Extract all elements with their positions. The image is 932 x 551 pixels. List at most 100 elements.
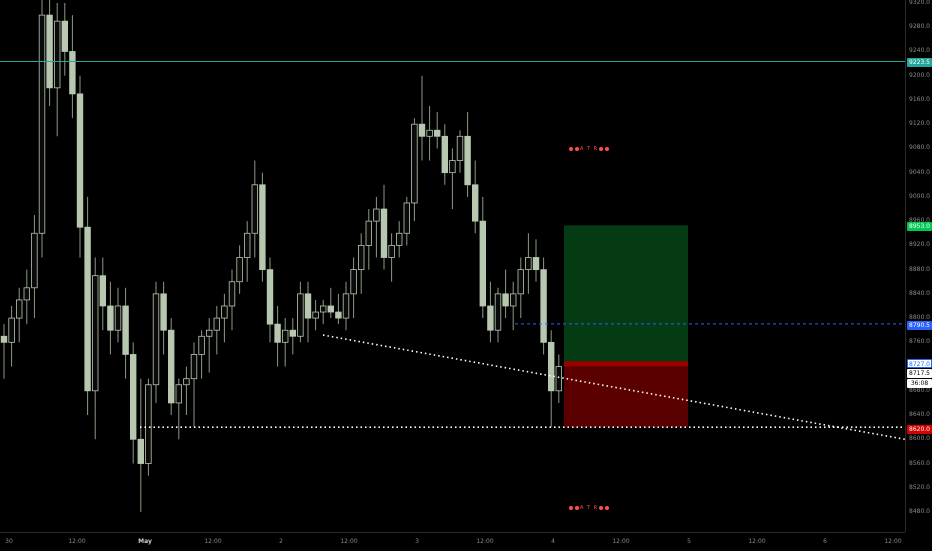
- candle-body-up: [509, 293, 517, 307]
- price-tick-label: 8760.0: [909, 338, 930, 346]
- candle-body-down: [327, 305, 334, 313]
- candle: [175, 378, 182, 440]
- time-axis[interactable]: 30 12:00 May 12:00 2 12:00 3 12:00 4 12:00 5 12:00 6…: [0, 532, 905, 551]
- candle-body-down: [84, 226, 91, 392]
- atr-indicator-bottom[interactable]: A T R: [568, 504, 610, 512]
- candle-body-up: [251, 184, 258, 234]
- entry-line[interactable]: [564, 361, 688, 367]
- target-price-badge: 8953.0: [907, 222, 932, 231]
- atr-dot-icon: [569, 505, 573, 510]
- axis-corner: [905, 532, 932, 550]
- candle: [76, 75, 84, 258]
- candlestick-chart[interactable]: [0, 0, 905, 532]
- price-tick-label: 8480.0: [909, 508, 930, 515]
- candle-body-down: [380, 208, 388, 258]
- candle: [122, 287, 129, 379]
- candle: [319, 299, 327, 325]
- atr-label: A T R: [580, 146, 599, 152]
- candle-body-up: [297, 293, 304, 337]
- candle: [54, 3, 61, 137]
- candle: [145, 378, 152, 476]
- time-tick-label: 12:00: [612, 538, 630, 545]
- candle: [449, 148, 456, 210]
- candle: [107, 281, 114, 355]
- profit-zone[interactable]: [564, 225, 688, 363]
- candle-body-up: [38, 14, 46, 234]
- price-axis[interactable]: 9320.0 9280.0 9240.0 9200.0 9160.0 9120.0 9080…: [905, 0, 932, 532]
- candle-body-up: [426, 129, 433, 137]
- time-tick-label: May: [138, 538, 152, 545]
- atr-dot-icon: [605, 146, 610, 151]
- candle: [8, 305, 15, 367]
- candle: [152, 281, 160, 403]
- candle-body-down: [259, 184, 266, 271]
- price-tick-label: 8640.0: [909, 411, 930, 419]
- candle: [479, 196, 486, 319]
- candle: [380, 184, 388, 270]
- time-tick-label: 12:00: [340, 538, 358, 545]
- atr-dot-icon: [575, 505, 579, 510]
- candle: [137, 378, 144, 512]
- candle: [395, 221, 403, 258]
- loss-zone[interactable]: [564, 362, 688, 428]
- candle: [243, 221, 251, 282]
- price-tick-label: 9040.0: [909, 168, 930, 176]
- bar-countdown-badge: 36:08: [907, 379, 932, 388]
- candle-body-up: [23, 287, 30, 301]
- candle: [15, 287, 23, 343]
- candle: [23, 269, 30, 325]
- candle-body-down: [61, 20, 68, 52]
- candle-body-up: [198, 335, 205, 355]
- candle-body-up: [494, 293, 502, 331]
- candle: [548, 330, 555, 428]
- atr-dot-icon: [605, 505, 610, 510]
- candle: [365, 209, 372, 270]
- drawing-overlays[interactable]: [0, 60, 905, 441]
- candle-body-down: [418, 123, 426, 137]
- candle-body-down: [471, 184, 479, 222]
- candle: [99, 257, 106, 331]
- candle: [456, 130, 464, 173]
- candle-body-down: [441, 135, 448, 174]
- candle: [213, 305, 220, 355]
- time-tick-label: 12:00: [884, 538, 902, 545]
- price-tick-label: 9240.0: [909, 47, 930, 55]
- price-tick-label: 9080.0: [909, 144, 930, 152]
- candle: [266, 257, 274, 343]
- candle: [69, 15, 76, 119]
- price-tick-label: 8960.0: [909, 217, 930, 225]
- candle: [327, 287, 334, 319]
- candle-body-up: [373, 208, 380, 222]
- candle: [183, 366, 190, 416]
- candle-body-down: [479, 220, 486, 307]
- candle-body-up: [312, 311, 319, 319]
- candle: [38, 0, 46, 258]
- candle-body-up: [236, 257, 243, 283]
- candle: [441, 124, 448, 185]
- candle: [198, 330, 205, 379]
- candle-body-up: [243, 232, 251, 258]
- candle: [205, 318, 213, 373]
- candle-body-down: [99, 275, 106, 307]
- candle-body-up: [221, 305, 228, 319]
- candle: [494, 287, 502, 343]
- price-tick-label: 9000.0: [909, 192, 930, 200]
- atr-indicator-top[interactable]: A T R: [568, 145, 610, 153]
- candle: [221, 293, 228, 343]
- candle: [357, 233, 365, 294]
- long-position-tool[interactable]: [564, 225, 688, 428]
- candle-body-down: [69, 51, 76, 95]
- candle-body-up: [395, 232, 403, 246]
- price-tick-label: 9320.0: [909, 0, 930, 6]
- candle-body-up: [281, 329, 289, 343]
- candle-body-down: [107, 305, 114, 331]
- candle: [297, 281, 304, 343]
- candle: [517, 257, 524, 319]
- cyan-line-price-badge: 9223.5: [907, 58, 932, 67]
- time-tick-label: 3: [415, 538, 419, 545]
- candle-body-up: [525, 257, 532, 271]
- candle-body-up: [205, 329, 213, 337]
- candle-body-up: [403, 202, 410, 234]
- time-tick-label: 12:00: [748, 538, 766, 545]
- candle: [464, 112, 471, 197]
